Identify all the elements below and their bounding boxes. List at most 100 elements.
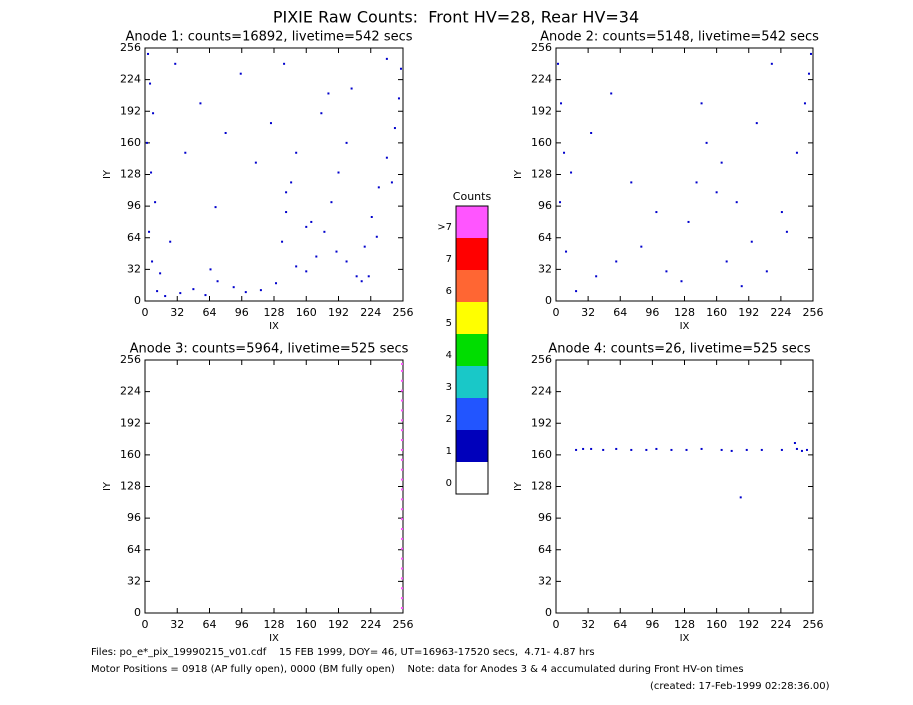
data-point (570, 171, 573, 174)
data-point (330, 201, 333, 204)
data-point (809, 52, 812, 55)
data-point (283, 62, 286, 65)
data-point (335, 250, 338, 253)
data-point (148, 230, 151, 233)
x-tick-label: 160 (706, 306, 727, 319)
data-point (377, 186, 380, 189)
data-point (680, 280, 683, 283)
data-point (725, 260, 728, 263)
data-point (355, 275, 358, 278)
data-point (665, 270, 668, 273)
data-point (720, 161, 723, 164)
data-point (615, 260, 618, 263)
y-tick-label: 160 (120, 136, 141, 149)
y-tick-label: 0 (134, 294, 141, 307)
data-point (159, 272, 162, 275)
data-point (765, 270, 768, 273)
y-tick-label: 256 (531, 353, 552, 366)
y-axis-label: IY (102, 169, 113, 179)
y-tick-label: 64 (538, 231, 552, 244)
footer-text: Motor Positions = 0918 (AP fully open), … (91, 664, 744, 675)
x-tick-label: 192 (738, 618, 759, 631)
data-point (400, 587, 403, 590)
y-tick-label: 128 (531, 168, 552, 181)
y-tick-label: 64 (127, 231, 141, 244)
x-tick-label: 224 (770, 306, 791, 319)
data-point (655, 447, 658, 450)
data-point (602, 448, 605, 451)
y-tick-label: 224 (120, 385, 141, 398)
colorbar-label: 2 (446, 414, 452, 425)
data-point (590, 447, 593, 450)
y-axis-label: IY (513, 169, 524, 179)
colorbar-label: 3 (446, 382, 452, 393)
y-tick-label: 128 (531, 480, 552, 493)
data-point (305, 225, 308, 228)
data-point (310, 220, 313, 223)
data-point (385, 156, 388, 159)
data-point (345, 260, 348, 263)
y-tick-label: 96 (127, 511, 141, 524)
data-point (345, 141, 348, 144)
data-point (315, 255, 318, 258)
data-point (400, 478, 403, 481)
data-point (705, 141, 708, 144)
y-tick-label: 224 (531, 385, 552, 398)
data-point (192, 288, 195, 291)
data-point (269, 122, 272, 125)
data-point (755, 122, 758, 125)
y-tick-label: 192 (531, 416, 552, 429)
x-tick-label: 0 (142, 618, 149, 631)
data-point (363, 245, 366, 248)
x-tick-label: 64 (613, 618, 627, 631)
data-point (184, 151, 187, 154)
data-point (630, 181, 633, 184)
x-tick-label: 192 (738, 306, 759, 319)
data-point (730, 449, 733, 452)
data-point (370, 215, 373, 218)
data-point (146, 141, 149, 144)
colorbar-label: 6 (446, 286, 452, 297)
y-tick-label: 96 (538, 511, 552, 524)
x-tick-label: 64 (203, 618, 217, 631)
data-point (224, 131, 227, 134)
colorbar-box (456, 430, 488, 462)
data-point (400, 577, 403, 580)
x-tick-label: 32 (581, 618, 595, 631)
data-point (400, 607, 403, 610)
data-point (350, 87, 353, 90)
data-point (400, 547, 403, 550)
y-tick-label: 256 (120, 353, 141, 366)
data-point (610, 92, 613, 95)
data-point (239, 72, 242, 75)
x-tick-label: 0 (553, 618, 560, 631)
data-point (305, 270, 308, 273)
y-axis-label: IY (102, 481, 113, 491)
y-tick-label: 256 (120, 41, 141, 54)
data-point (400, 468, 403, 471)
x-tick-label: 96 (645, 618, 659, 631)
data-point (400, 557, 403, 560)
x-tick-label: 128 (674, 306, 695, 319)
x-tick-label: 64 (613, 306, 627, 319)
data-point (275, 282, 278, 285)
data-point (254, 161, 257, 164)
data-point (575, 448, 578, 451)
x-tick-label: 0 (142, 306, 149, 319)
data-point (150, 171, 153, 174)
panel-title: Anode 1: counts=16892, livetime=542 secs (125, 30, 412, 45)
x-tick-label: 224 (360, 618, 381, 631)
y-tick-label: 192 (531, 104, 552, 117)
data-point (793, 442, 796, 445)
data-point (400, 399, 403, 402)
data-point (400, 508, 403, 511)
data-point (557, 62, 560, 65)
data-point (740, 285, 743, 288)
colorbar-box (456, 270, 488, 302)
data-point (565, 250, 568, 253)
colorbar-label: 4 (446, 350, 452, 361)
colorbar-box (456, 238, 488, 270)
colorbar-label: 0 (446, 478, 452, 489)
data-point (400, 488, 403, 491)
data-point (803, 102, 806, 105)
